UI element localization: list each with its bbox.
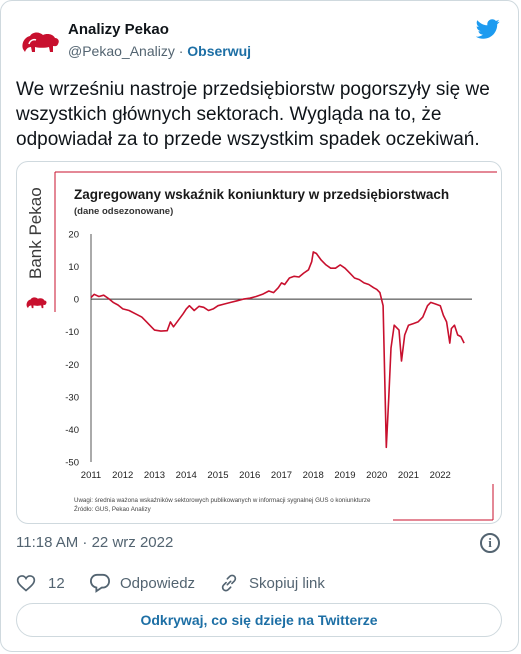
bank-pekao-bison-logo xyxy=(22,32,59,52)
tweet-text: We wrześniu nastroje przedsiębiorstw pog… xyxy=(16,79,490,150)
y-tick-label: -10 xyxy=(65,327,79,338)
tweet-media-image[interactable]: Bank Pekao Zagregowany wskaźnik koniunkt… xyxy=(16,161,502,524)
x-tick-label: 2013 xyxy=(144,470,165,481)
like-button[interactable]: 12 xyxy=(16,573,65,593)
x-tick-label: 2011 xyxy=(81,470,101,481)
x-tick-label: 2022 xyxy=(430,470,451,481)
copy-link-button[interactable]: Skopiuj link xyxy=(219,573,325,593)
author-name[interactable]: Analizy Pekao xyxy=(68,21,169,38)
brand-wordmark: Bank Pekao xyxy=(26,187,45,279)
x-tick-label: 2019 xyxy=(334,470,355,481)
x-tick-label: 2021 xyxy=(398,470,419,481)
y-tick-label: -20 xyxy=(65,360,79,371)
copy-link-label: Skopiuj link xyxy=(249,574,325,592)
y-tick-label: 20 xyxy=(68,230,79,241)
chart-note: Uwagi: średnia ważona wskaźników sektoro… xyxy=(74,497,371,504)
y-tick-label: -30 xyxy=(65,392,79,403)
author-handle[interactable]: @Pekao_Analizy xyxy=(68,43,175,59)
x-tick-label: 2016 xyxy=(239,470,260,481)
tweet-timestamp[interactable]: 11:18 AM · 22 wrz 2022 xyxy=(16,534,174,551)
x-tick-label: 2018 xyxy=(303,470,324,481)
info-icon[interactable]: i xyxy=(480,533,500,553)
follow-button[interactable]: Obserwuj xyxy=(187,43,252,59)
y-tick-label: -40 xyxy=(65,425,79,436)
chart-source: Źródło: GUS, Pekao Analizy xyxy=(74,506,152,513)
bank-pekao-bison-logo xyxy=(26,297,47,309)
reply-bubble-icon xyxy=(89,573,111,593)
reply-button[interactable]: Odpowiedz xyxy=(89,573,195,593)
handle-separator: · xyxy=(178,43,184,59)
author-handle-line: @Pekao_Analizy · Obserwuj xyxy=(68,43,251,59)
chart-title: Zagregowany wskaźnik koniunktury w przed… xyxy=(74,187,449,202)
like-count: 12 xyxy=(48,574,65,592)
x-tick-label: 2012 xyxy=(112,470,133,481)
explore-twitter-button[interactable]: Odkrywaj, co się dzieje na Twitterze xyxy=(16,603,502,637)
y-tick-label: -50 xyxy=(65,458,79,469)
x-tick-label: 2020 xyxy=(366,470,387,481)
x-tick-label: 2017 xyxy=(271,470,292,481)
y-tick-label: 0 xyxy=(74,295,79,306)
link-icon xyxy=(221,574,237,592)
twitter-bird-icon[interactable] xyxy=(476,17,500,41)
author-avatar[interactable] xyxy=(16,19,64,67)
chart: Bank Pekao Zagregowany wskaźnik koniunkt… xyxy=(26,171,497,521)
x-tick-label: 2015 xyxy=(207,470,228,481)
reply-label: Odpowiedz xyxy=(120,574,196,592)
chart-subtitle: (dane odsezonowane) xyxy=(74,206,173,217)
y-tick-label: 10 xyxy=(68,262,79,273)
x-tick-label: 2014 xyxy=(176,470,197,481)
series-line xyxy=(90,251,465,449)
heart-icon xyxy=(16,575,36,592)
